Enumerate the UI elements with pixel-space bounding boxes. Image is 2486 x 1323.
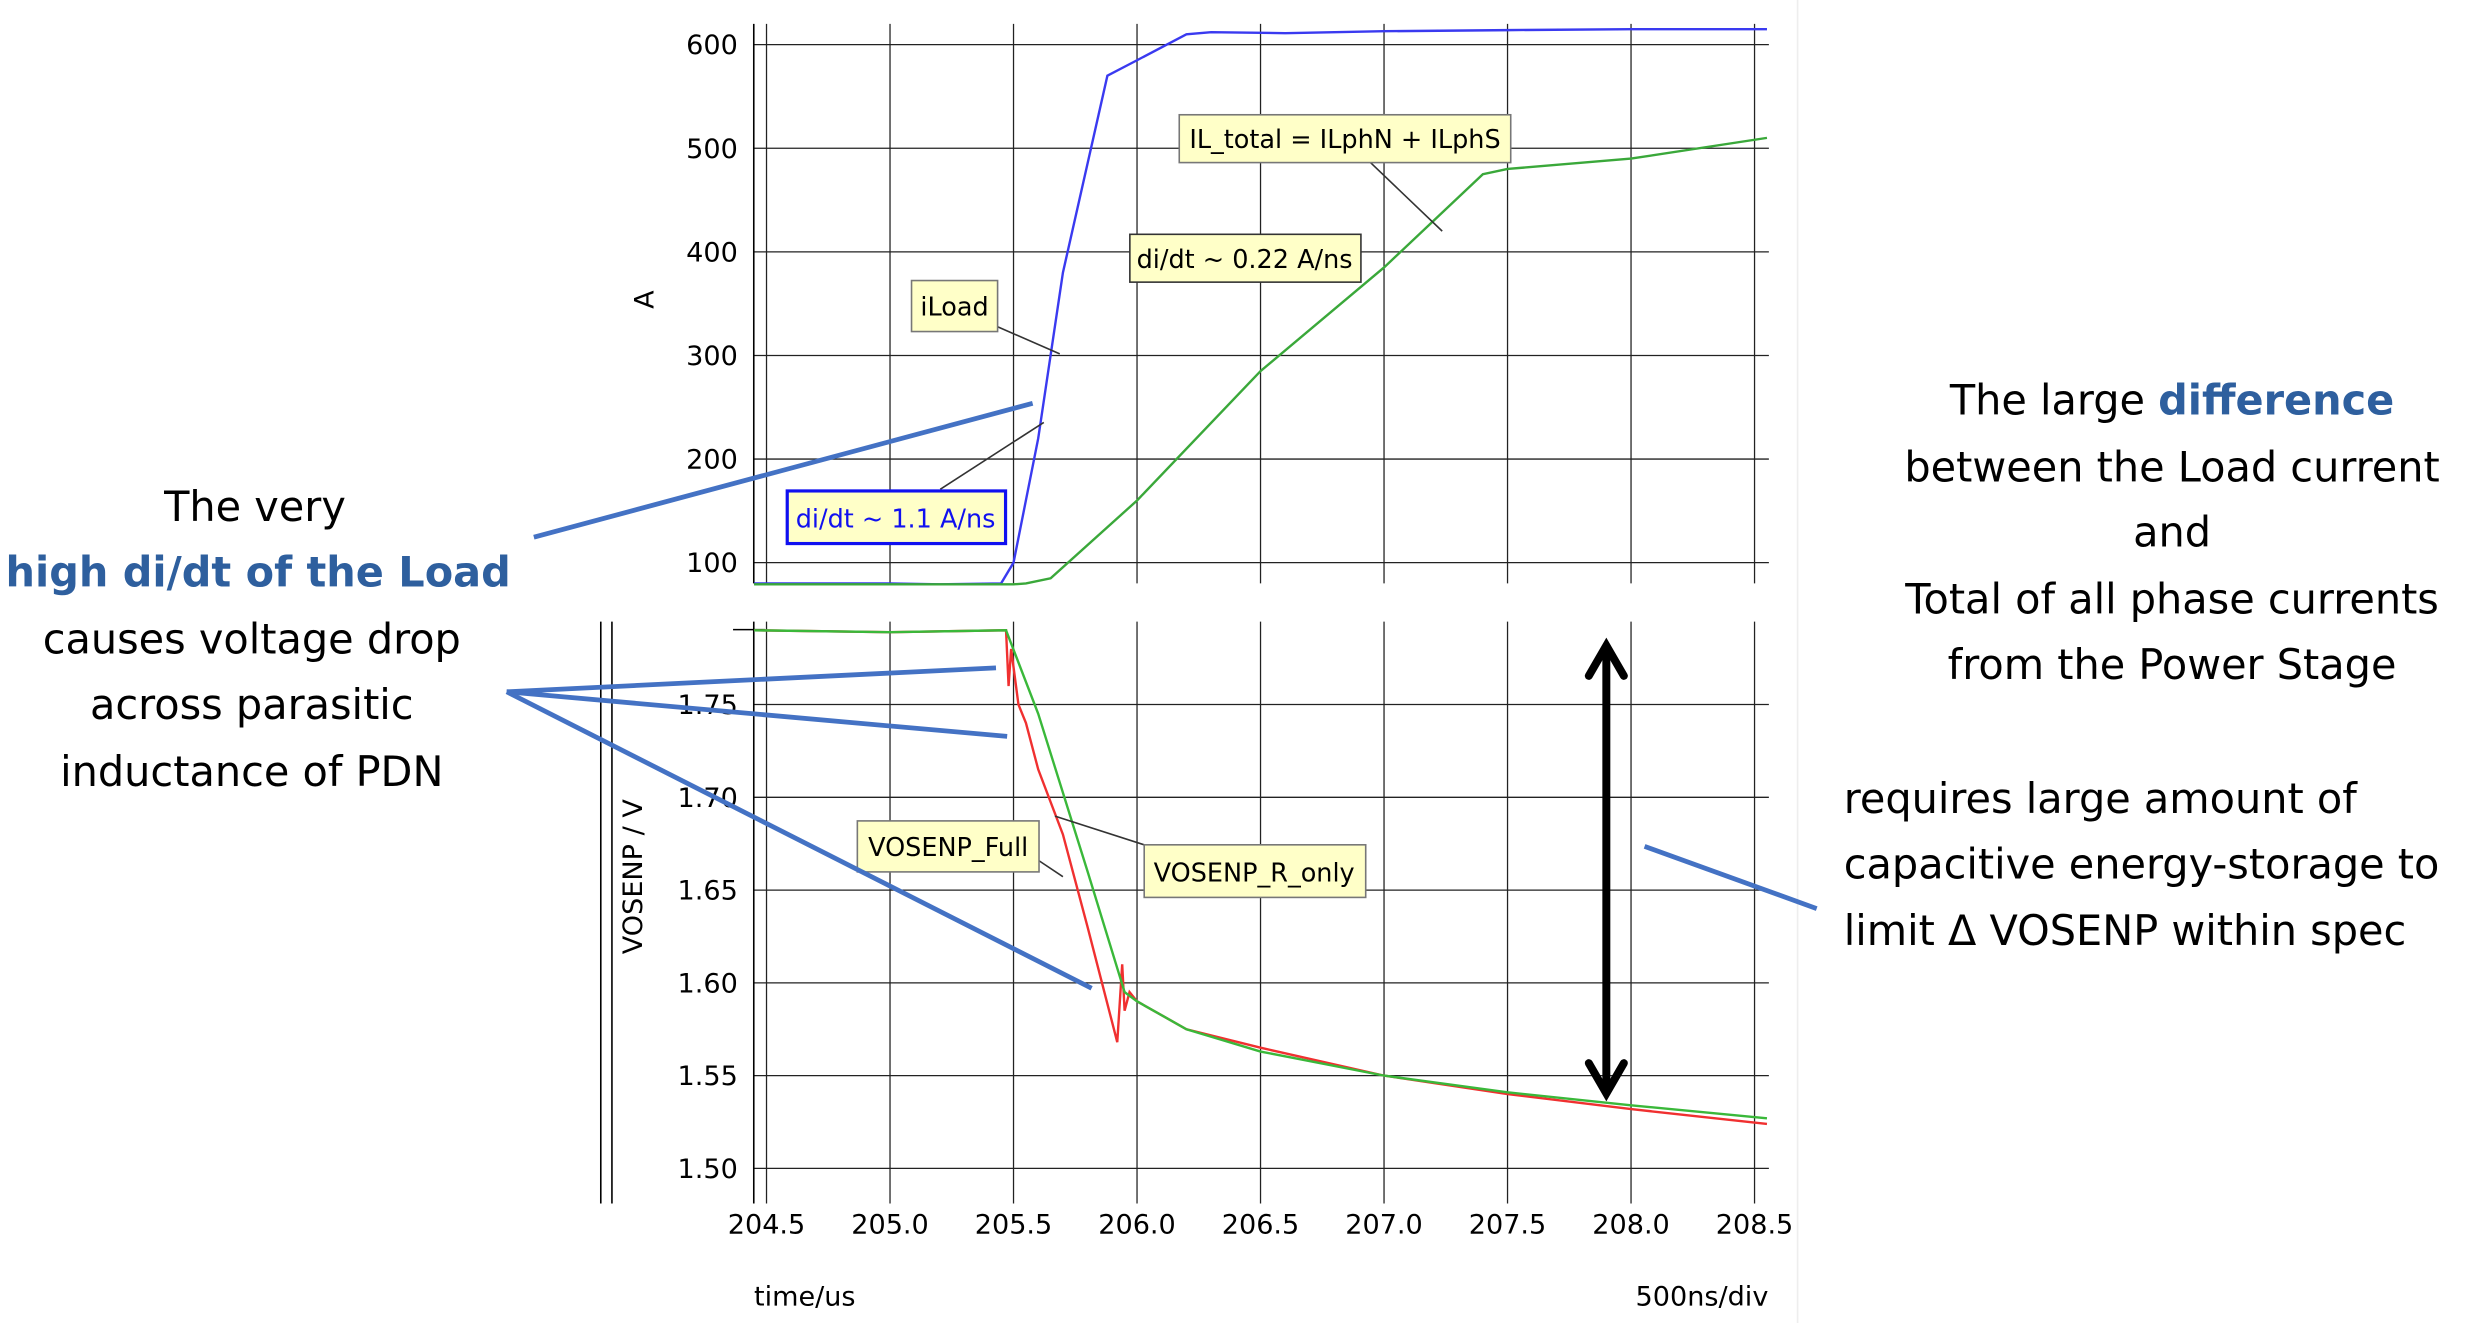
x-tick-label: 206.5 <box>1222 1210 1300 1241</box>
x-tick-label: 206.0 <box>1098 1210 1176 1241</box>
annotation-didt-load: di/dt ~ 1.1 A/ns <box>785 489 1008 546</box>
svg-text:capacitive energy-storage to: capacitive energy-storage to <box>1844 840 2440 888</box>
y-tick-label: 300 <box>686 341 738 372</box>
annotation-iload: iLoad <box>910 279 999 333</box>
svg-text:high di/dt of the Load: high di/dt of the Load <box>6 549 511 597</box>
svg-text:VOSENP_Full: VOSENP_Full <box>868 833 1028 863</box>
svg-text:inductance of PDN: inductance of PDN <box>60 748 443 796</box>
top-y-axis-label: A <box>629 290 660 309</box>
pointer-line <box>1643 844 1818 911</box>
x-tick-label: 208.5 <box>1716 1210 1794 1241</box>
series <box>754 27 1768 1126</box>
pointer-line <box>506 689 1008 739</box>
svg-text:and: and <box>2133 509 2211 557</box>
y-tick-label: 1.65 <box>678 876 738 907</box>
annotation-il-total: IL_total = ILphN + ILphS <box>1178 113 1512 164</box>
svg-text:Total of all phase currents: Total of all phase currents <box>1904 576 2439 624</box>
series-vosenp-full <box>754 629 1768 1126</box>
svg-text:IL_total = ILphN + ILphS: IL_total = ILphN + ILphS <box>1189 125 1500 155</box>
svg-text:iLoad: iLoad <box>920 293 988 323</box>
x-tick-label: 207.0 <box>1345 1210 1423 1241</box>
right-explanation: The large difference between the Load cu… <box>1844 376 2440 955</box>
svg-text:di/dt ~ 0.22 A/ns: di/dt ~ 0.22 A/ns <box>1137 245 1353 275</box>
annotation-leaders <box>939 162 1443 878</box>
svg-text:The large difference: The large difference <box>1949 376 2394 424</box>
annotation-vosenp-full: VOSENP_Full <box>856 820 1040 873</box>
plot-frames <box>599 0 1799 1323</box>
bottom-y-axis-label: VOSENP / V <box>618 799 649 955</box>
x-tick-label: 208.0 <box>1592 1210 1670 1241</box>
x-tick-label: 207.5 <box>1469 1210 1547 1241</box>
y-tick-label: 500 <box>686 134 738 165</box>
svg-text:di/dt ~ 1.1 A/ns: di/dt ~ 1.1 A/ns <box>796 505 996 535</box>
svg-text:limit Δ VOSENP within spec: limit Δ VOSENP within spec <box>1844 907 2406 955</box>
annotation-vosenp-r-only: VOSENP_R_only <box>1143 844 1367 899</box>
svg-text:across parasitic: across parasitic <box>90 681 414 729</box>
x-tick-label: 205.0 <box>851 1210 929 1241</box>
x-tick-label: 204.5 <box>728 1210 806 1241</box>
scale-label: 500ns/div <box>1636 1281 1769 1312</box>
grid <box>733 23 1769 1204</box>
series-il-total <box>754 136 1768 586</box>
double-arrow-icon <box>1584 637 1628 1102</box>
y-tick-label: 1.55 <box>678 1061 738 1092</box>
svg-text:causes voltage drop: causes voltage drop <box>43 616 461 664</box>
y-tick-label: 600 <box>686 30 738 61</box>
y-tick-label: 400 <box>686 237 738 268</box>
y-tick-label: 1.70 <box>678 783 738 814</box>
left-explanation: The very high di/dt of the Load causes v… <box>6 483 511 796</box>
pointer-lines <box>505 400 1818 991</box>
annotation-didt-phase: di/dt ~ 0.22 A/ns <box>1129 233 1362 283</box>
svg-text:requires large amount of: requires large amount of <box>1844 775 2358 823</box>
svg-text:from the Power Stage: from the Power Stage <box>1948 641 2397 689</box>
y-tick-label: 200 <box>686 445 738 476</box>
pointer-line <box>533 400 1034 540</box>
x-tick-label: 205.5 <box>975 1210 1053 1241</box>
x-axis-label: time/us <box>754 1281 856 1312</box>
svg-text:The very: The very <box>163 483 346 531</box>
pointer-line <box>505 689 1093 991</box>
y-tick-label: 1.50 <box>678 1154 738 1185</box>
pointer-line <box>506 665 997 695</box>
y-tick-label: 1.60 <box>678 968 738 999</box>
svg-text:VOSENP_R_only: VOSENP_R_only <box>1154 858 1355 888</box>
series-vosenp-r-only <box>754 629 1768 1120</box>
tick-labels: 1002003004005006001.501.551.601.651.701.… <box>678 30 1794 1241</box>
svg-text:between the Load current: between the Load current <box>1904 443 2439 491</box>
y-tick-label: 100 <box>686 548 738 579</box>
